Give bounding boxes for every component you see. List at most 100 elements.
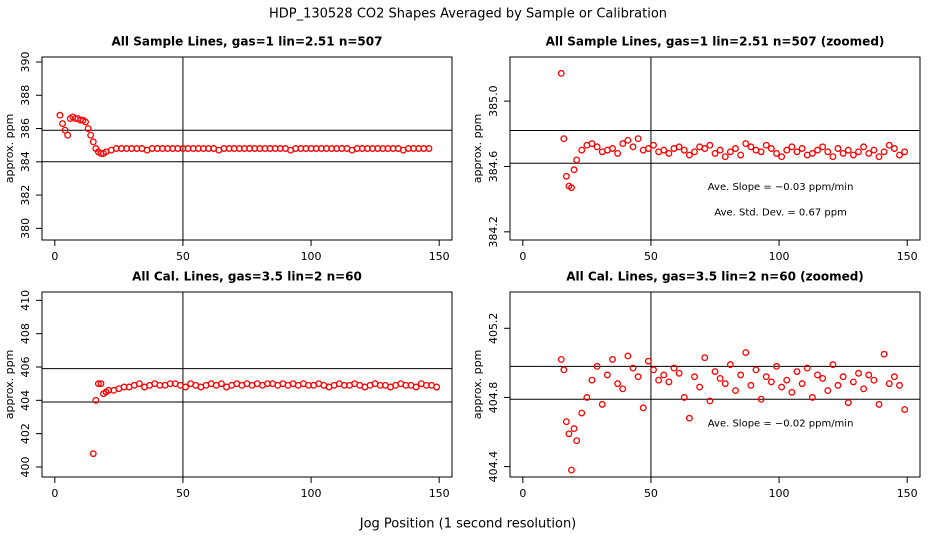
data-point bbox=[726, 148, 734, 156]
data-point bbox=[609, 355, 616, 363]
panel-title: All Sample Lines, gas=1 lin=2.51 n=507 bbox=[112, 35, 383, 49]
x-tick-label: 100 bbox=[301, 487, 322, 500]
data-point bbox=[762, 373, 770, 381]
annotation: Ave. Slope = −0.02 ppm/min bbox=[708, 418, 854, 429]
data-point bbox=[829, 153, 837, 161]
x-tick-label: 50 bbox=[644, 250, 658, 263]
data-point bbox=[890, 373, 898, 381]
data-point bbox=[701, 145, 709, 152]
data-point bbox=[834, 145, 842, 152]
data-point bbox=[849, 378, 857, 386]
data-point bbox=[788, 143, 796, 151]
data-point bbox=[711, 149, 719, 157]
data-point bbox=[182, 383, 189, 391]
data-point bbox=[634, 135, 642, 143]
data-point bbox=[644, 145, 652, 152]
data-point bbox=[737, 371, 745, 379]
data-point bbox=[629, 364, 637, 372]
data-point bbox=[844, 146, 852, 154]
data-point bbox=[433, 383, 441, 391]
data-point bbox=[680, 146, 688, 154]
data-point bbox=[614, 149, 622, 157]
y-tick-label: 405.2 bbox=[487, 313, 500, 345]
y-tick-label: 390 bbox=[19, 51, 32, 72]
x-tick-label: 0 bbox=[519, 250, 526, 263]
data-point bbox=[788, 388, 796, 396]
data-point bbox=[839, 149, 847, 157]
annotation: Ave. Slope = −0.03 ppm/min bbox=[708, 182, 854, 193]
data-point bbox=[650, 366, 657, 374]
data-point bbox=[696, 383, 704, 391]
data-point bbox=[706, 397, 714, 405]
data-point bbox=[896, 151, 903, 159]
data-point bbox=[650, 141, 657, 149]
data-point bbox=[880, 148, 888, 156]
data-point bbox=[747, 143, 755, 151]
data-point bbox=[644, 357, 652, 365]
data-point bbox=[808, 394, 816, 401]
data-point bbox=[675, 369, 683, 377]
x-tick-label: 100 bbox=[769, 250, 790, 263]
data-point bbox=[901, 406, 909, 414]
data-point bbox=[783, 146, 791, 154]
y-tick-label: 380 bbox=[19, 218, 32, 239]
data-point bbox=[56, 111, 64, 119]
data-point bbox=[855, 369, 862, 377]
y-tick-label: 404.8 bbox=[487, 382, 500, 414]
data-point bbox=[624, 352, 632, 360]
y-axis-label: approx. ppm bbox=[471, 350, 484, 420]
data-point bbox=[97, 380, 105, 388]
data-point bbox=[59, 120, 66, 127]
data-point bbox=[870, 376, 878, 384]
data-point bbox=[691, 373, 698, 381]
x-tick-label: 50 bbox=[644, 487, 658, 500]
data-point bbox=[578, 146, 586, 154]
data-point bbox=[880, 350, 888, 358]
data-point bbox=[629, 143, 637, 151]
data-point bbox=[675, 143, 683, 151]
y-axis-label: approx. ppm bbox=[471, 114, 484, 184]
data-point bbox=[716, 146, 724, 154]
data-point bbox=[573, 156, 581, 164]
data-point bbox=[732, 145, 739, 152]
data-point bbox=[557, 355, 565, 363]
x-tick-label: 100 bbox=[769, 487, 790, 500]
panel-title: All Cal. Lines, gas=3.5 lin=2 n=60 (zoom… bbox=[566, 270, 864, 284]
data-point bbox=[568, 184, 575, 192]
data-point bbox=[583, 394, 591, 401]
data-point bbox=[135, 380, 143, 388]
data-point bbox=[721, 153, 729, 161]
data-point bbox=[639, 404, 647, 412]
data-point bbox=[860, 143, 868, 151]
panel-title: All Cal. Lines, gas=3.5 lin=2 n=60 bbox=[132, 270, 362, 284]
data-point bbox=[412, 383, 420, 391]
x-tick-label: 50 bbox=[176, 250, 190, 263]
y-tick-label: 382 bbox=[19, 185, 32, 206]
data-point bbox=[685, 151, 693, 159]
data-point bbox=[885, 380, 893, 388]
data-point bbox=[609, 145, 616, 152]
plot-frame bbox=[509, 56, 921, 241]
data-point bbox=[64, 131, 72, 139]
data-point bbox=[767, 145, 775, 152]
data-point bbox=[824, 387, 832, 395]
plot-frame bbox=[41, 56, 453, 241]
data-point bbox=[783, 376, 791, 384]
data-point bbox=[562, 418, 570, 426]
data-point bbox=[593, 362, 601, 370]
data-point bbox=[896, 381, 903, 389]
data-point bbox=[870, 146, 878, 154]
data-point bbox=[557, 69, 565, 77]
data-point bbox=[742, 140, 750, 148]
data-point bbox=[560, 366, 568, 374]
data-point bbox=[890, 145, 898, 152]
data-point bbox=[562, 172, 570, 180]
x-tick-label: 0 bbox=[519, 487, 526, 500]
y-tick-label: 404 bbox=[19, 390, 32, 411]
data-point bbox=[94, 380, 102, 388]
data-point bbox=[573, 437, 581, 445]
data-point bbox=[901, 148, 909, 156]
data-point bbox=[603, 371, 611, 379]
data-point bbox=[570, 425, 578, 433]
